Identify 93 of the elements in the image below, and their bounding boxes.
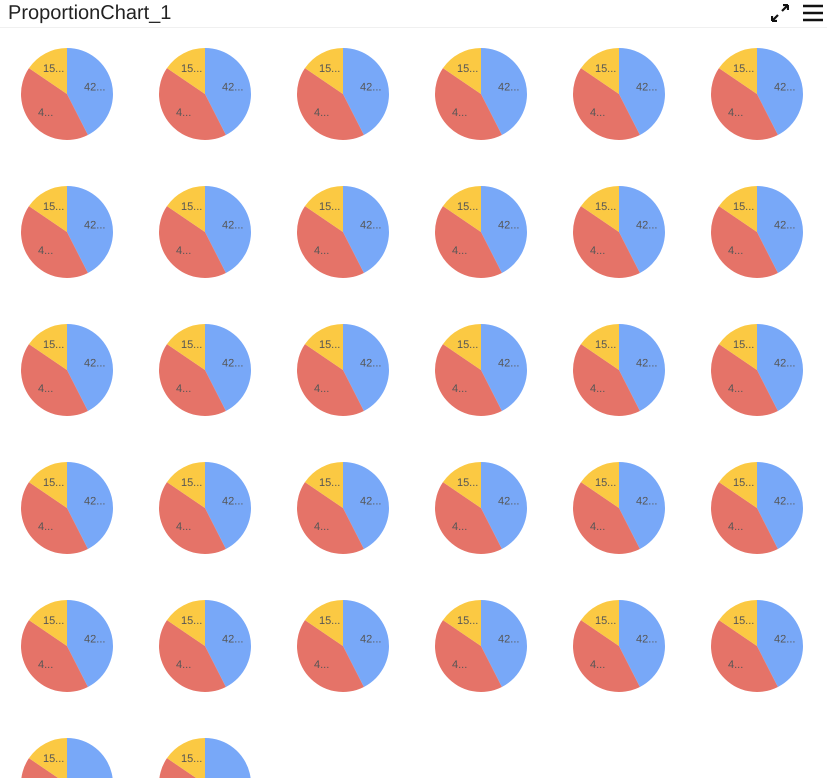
data-label: 15... xyxy=(594,338,616,351)
data-label: 4... xyxy=(590,520,606,533)
data-label: 4... xyxy=(314,106,330,119)
data-label: 4... xyxy=(38,382,54,395)
data-label: 4... xyxy=(176,658,192,671)
data-label: 42... xyxy=(774,357,796,370)
data-label: 42... xyxy=(636,633,658,646)
data-label: 4... xyxy=(590,382,606,395)
data-label: 4... xyxy=(590,106,606,119)
data-label: 4... xyxy=(314,382,330,395)
chart-title: ProportionChart_1 xyxy=(8,2,172,25)
data-label: 15... xyxy=(594,614,616,627)
data-label: 4... xyxy=(452,520,468,533)
data-label: 4... xyxy=(176,520,192,533)
data-label: 15... xyxy=(732,614,754,627)
data-label: 15... xyxy=(456,338,478,351)
data-label: 42... xyxy=(498,81,520,94)
data-label: 4... xyxy=(728,382,744,395)
data-label: 42... xyxy=(636,495,658,508)
data-label: 4... xyxy=(38,658,54,671)
data-label: 4... xyxy=(728,520,744,533)
data-label: 15... xyxy=(594,200,616,213)
data-label: 42... xyxy=(222,495,244,508)
data-label: 4... xyxy=(590,244,606,257)
data-label: 15... xyxy=(318,614,340,627)
data-label: 42... xyxy=(84,495,106,508)
data-label: 15... xyxy=(318,476,340,489)
data-label: 4... xyxy=(38,520,54,533)
data-label: 42... xyxy=(222,81,244,94)
data-label: 42... xyxy=(84,219,106,232)
data-label: 15... xyxy=(180,614,202,627)
data-label: 42... xyxy=(84,357,106,370)
data-label: 15... xyxy=(42,614,64,627)
data-label: 15... xyxy=(180,476,202,489)
data-label: 42... xyxy=(498,219,520,232)
data-label: 4... xyxy=(452,658,468,671)
data-label: 15... xyxy=(42,62,64,75)
data-label: 42... xyxy=(774,495,796,508)
data-label: 15... xyxy=(42,476,64,489)
data-label: 15... xyxy=(318,200,340,213)
data-label: 15... xyxy=(732,200,754,213)
data-label: 42... xyxy=(360,495,382,508)
data-label: 42... xyxy=(636,81,658,94)
data-label: 42... xyxy=(360,633,382,646)
data-label: 4... xyxy=(452,382,468,395)
data-label: 4... xyxy=(728,106,744,119)
data-label: 4... xyxy=(590,658,606,671)
data-label: 15... xyxy=(318,338,340,351)
data-label: 15... xyxy=(594,476,616,489)
data-label: 15... xyxy=(456,476,478,489)
data-label: 4... xyxy=(452,106,468,119)
data-label: 42... xyxy=(84,633,106,646)
data-label: 42... xyxy=(774,81,796,94)
data-label: 15... xyxy=(180,338,202,351)
data-label: 4... xyxy=(452,244,468,257)
data-label: 42... xyxy=(360,81,382,94)
data-label: 42... xyxy=(774,633,796,646)
data-label: 4... xyxy=(176,106,192,119)
data-label: 42... xyxy=(774,219,796,232)
data-label: 42... xyxy=(498,357,520,370)
data-label: 15... xyxy=(42,752,64,765)
data-label: 4... xyxy=(314,520,330,533)
data-label: 15... xyxy=(732,476,754,489)
data-label: 15... xyxy=(318,62,340,75)
data-label: 42... xyxy=(360,219,382,232)
data-label: 15... xyxy=(732,62,754,75)
data-label: 15... xyxy=(180,752,202,765)
data-label: 15... xyxy=(594,62,616,75)
data-label: 4... xyxy=(728,244,744,257)
data-label: 4... xyxy=(314,658,330,671)
data-label: 15... xyxy=(180,200,202,213)
data-label: 4... xyxy=(314,244,330,257)
data-label: 15... xyxy=(456,62,478,75)
data-label: 15... xyxy=(456,614,478,627)
data-label: 15... xyxy=(180,62,202,75)
data-label: 15... xyxy=(456,200,478,213)
data-label: 4... xyxy=(38,106,54,119)
data-label: 15... xyxy=(42,200,64,213)
data-label: 42... xyxy=(498,633,520,646)
data-label: 15... xyxy=(732,338,754,351)
data-label: 42... xyxy=(636,219,658,232)
data-label: 42... xyxy=(222,633,244,646)
data-label: 42... xyxy=(636,357,658,370)
data-label: 15... xyxy=(42,338,64,351)
data-label: 42... xyxy=(498,495,520,508)
data-label: 4... xyxy=(176,244,192,257)
data-label: 4... xyxy=(176,382,192,395)
data-label: 42... xyxy=(222,219,244,232)
data-label: 4... xyxy=(728,658,744,671)
data-label: 42... xyxy=(222,357,244,370)
data-label: 4... xyxy=(38,244,54,257)
data-label: 42... xyxy=(360,357,382,370)
data-label: 42... xyxy=(84,81,106,94)
